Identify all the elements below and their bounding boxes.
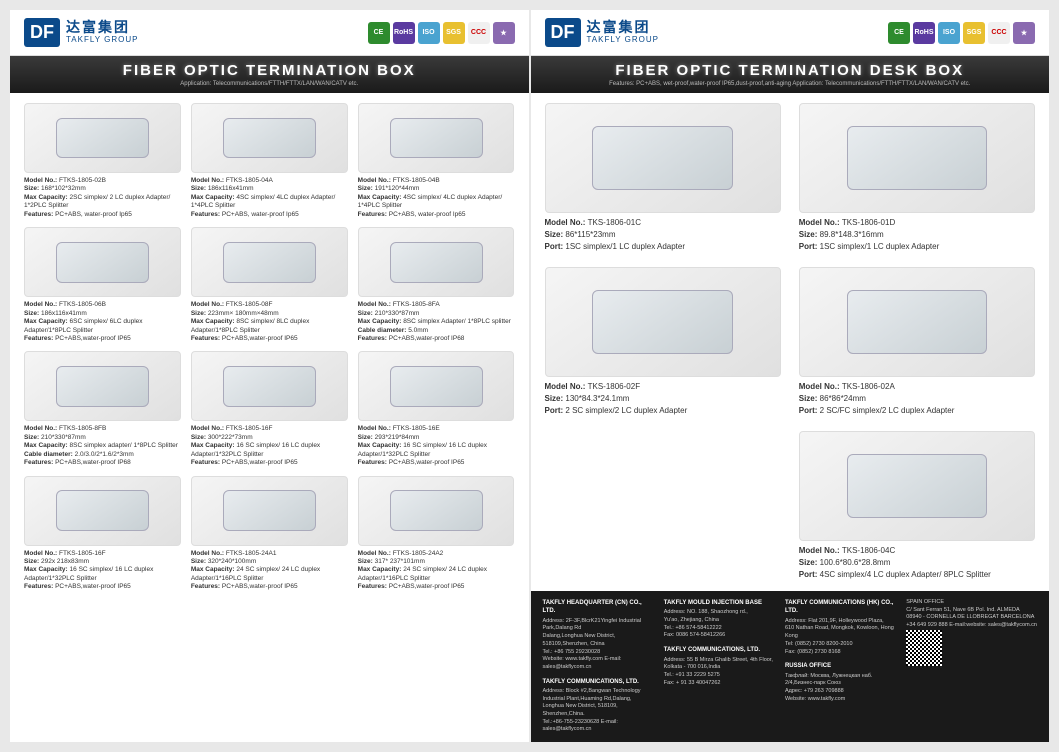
product-image <box>545 103 781 213</box>
product-image <box>799 103 1035 213</box>
product-card: Model No.: FTKS-1805-16F Size: 300*222*7… <box>191 351 348 467</box>
product-specs: Model No.: FTKS-1805-8FA Size: 210*330*8… <box>358 301 515 343</box>
product-card: Model No.: FTKS-1805-8FA Size: 210*330*8… <box>358 227 515 343</box>
product-card: Model No.: FTKS-1805-04A Size: 186x116x4… <box>191 103 348 219</box>
product-image <box>799 431 1035 541</box>
product-specs: Model No.: FTKS-1805-24A1 Size: 320*240*… <box>191 550 348 592</box>
product-card: Model No.: TKS-1806-01D Size: 89.8*148.3… <box>799 103 1035 253</box>
title-bar-2: FIBER OPTIC TERMINATION DESK BOX Feature… <box>531 56 1050 93</box>
product-image <box>24 351 181 421</box>
product-card: Model No.: FTKS-1805-08F Size: 223mm× 18… <box>191 227 348 343</box>
page1-subtitle: Application: Telecommunications/FTTH/FTT… <box>20 81 519 87</box>
brand-en: TAKFLY GROUP <box>587 36 659 45</box>
cert-badge-icon: SGS <box>963 22 985 44</box>
brand-logo: DF 达富集团 TAKFLY GROUP <box>545 18 659 47</box>
cert-badge-icon: ISO <box>938 22 960 44</box>
product-image <box>545 267 781 377</box>
product-image <box>358 351 515 421</box>
catalog-page-left: DF 达富集团 TAKFLY GROUP CERoHSISOSGSCCC★ FI… <box>10 10 529 742</box>
product-specs: Model No.: FTKS-1805-04B Size: 191*120*4… <box>358 177 515 219</box>
cert-badge-icon: CCC <box>988 22 1010 44</box>
product-specs: Model No.: FTKS-1805-24A2 Size: 317* 237… <box>358 550 515 592</box>
product-specs: Model No.: TKS-1806-02A Size: 86*86*24mm… <box>799 381 1035 417</box>
cert-badge-icon: SGS <box>443 22 465 44</box>
product-image <box>24 103 181 173</box>
qr-code-icon <box>906 630 942 666</box>
product-card: Model No.: FTKS-1805-16E Size: 293*219*8… <box>358 351 515 467</box>
logo-mark: DF <box>24 18 60 47</box>
brand-cn: 达富集团 <box>587 20 659 35</box>
product-card: Model No.: FTKS-1805-06B Size: 186x116x4… <box>24 227 181 343</box>
product-image <box>191 351 348 421</box>
product-image <box>358 103 515 173</box>
cert-badge-icon: CE <box>888 22 910 44</box>
cert-badge-icon: ★ <box>1013 22 1035 44</box>
page2-subtitle: Features: PC+ABS, wet-proof,water-proof … <box>541 81 1040 87</box>
product-image <box>191 103 348 173</box>
product-specs: Model No.: TKS-1806-01D Size: 89.8*148.3… <box>799 217 1035 253</box>
product-specs: Model No.: FTKS-1805-02B Size: 168*102*3… <box>24 177 181 219</box>
product-specs: Model No.: FTKS-1805-04A Size: 186x116x4… <box>191 177 348 219</box>
product-card: Model No.: TKS-1806-02F Size: 130*84.3*2… <box>545 267 781 417</box>
product-grid-1: Model No.: FTKS-1805-02B Size: 168*102*3… <box>24 103 515 592</box>
product-specs: Model No.: FTKS-1805-16F Size: 300*222*7… <box>191 425 348 467</box>
product-specs: Model No.: FTKS-1805-8FB Size: 210*330*8… <box>24 425 181 467</box>
cert-badges-2: CERoHSISOSGSCCC★ <box>888 22 1035 44</box>
product-image <box>191 476 348 546</box>
cert-badge-icon: RoHS <box>393 22 415 44</box>
header: DF 达富集团 TAKFLY GROUP CERoHSISOSGSCCC★ <box>531 10 1050 56</box>
footer: TAKFLY HEADQUARTER (CN) CO., LTD.Address… <box>531 591 1050 742</box>
product-specs: Model No.: TKS-1806-01C Size: 86*115*23m… <box>545 217 781 253</box>
page1-title: FIBER OPTIC TERMINATION BOX <box>20 62 519 79</box>
brand-cn: 达富集团 <box>66 20 138 35</box>
product-image <box>799 267 1035 377</box>
product-image <box>191 227 348 297</box>
product-image <box>358 476 515 546</box>
product-specs: Model No.: FTKS-1805-08F Size: 223mm× 18… <box>191 301 348 343</box>
catalog-page-right: DF 达富集团 TAKFLY GROUP CERoHSISOSGSCCC★ FI… <box>531 10 1050 742</box>
header: DF 达富集团 TAKFLY GROUP CERoHSISOSGSCCC★ <box>10 10 529 56</box>
product-card: Model No.: FTKS-1805-24A1 Size: 320*240*… <box>191 476 348 592</box>
product-card: Model No.: FTKS-1805-16F Size: 292x 218x… <box>24 476 181 592</box>
product-specs: Model No.: TKS-1806-04C Size: 100.6*80.6… <box>799 545 1035 581</box>
product-card: Model No.: FTKS-1805-02B Size: 168*102*3… <box>24 103 181 219</box>
cert-badge-icon: RoHS <box>913 22 935 44</box>
brand-en: TAKFLY GROUP <box>66 36 138 45</box>
product-grid-2: Model No.: TKS-1806-01C Size: 86*115*23m… <box>545 103 1036 581</box>
title-bar-1: FIBER OPTIC TERMINATION BOX Application:… <box>10 56 529 93</box>
product-specs: Model No.: TKS-1806-02F Size: 130*84.3*2… <box>545 381 781 417</box>
cert-badge-icon: ISO <box>418 22 440 44</box>
product-card: Model No.: FTKS-1805-8FB Size: 210*330*8… <box>24 351 181 467</box>
product-card: Model No.: TKS-1806-02A Size: 86*86*24mm… <box>799 267 1035 417</box>
product-specs: Model No.: FTKS-1805-16F Size: 292x 218x… <box>24 550 181 592</box>
cert-badge-icon: CE <box>368 22 390 44</box>
cert-badges-1: CERoHSISOSGSCCC★ <box>368 22 515 44</box>
product-card: Model No.: FTKS-1805-04B Size: 191*120*4… <box>358 103 515 219</box>
product-image <box>24 476 181 546</box>
product-specs: Model No.: FTKS-1805-06B Size: 186x116x4… <box>24 301 181 343</box>
cert-badge-icon: CCC <box>468 22 490 44</box>
product-specs: Model No.: FTKS-1805-16E Size: 293*219*8… <box>358 425 515 467</box>
product-image <box>24 227 181 297</box>
product-image <box>358 227 515 297</box>
product-card: Model No.: TKS-1806-04C Size: 100.6*80.6… <box>799 431 1035 581</box>
product-card: Model No.: FTKS-1805-24A2 Size: 317* 237… <box>358 476 515 592</box>
brand-logo: DF 达富集团 TAKFLY GROUP <box>24 18 138 47</box>
logo-mark: DF <box>545 18 581 47</box>
page2-title: FIBER OPTIC TERMINATION DESK BOX <box>541 62 1040 79</box>
product-card: Model No.: TKS-1806-01C Size: 86*115*23m… <box>545 103 781 253</box>
cert-badge-icon: ★ <box>493 22 515 44</box>
